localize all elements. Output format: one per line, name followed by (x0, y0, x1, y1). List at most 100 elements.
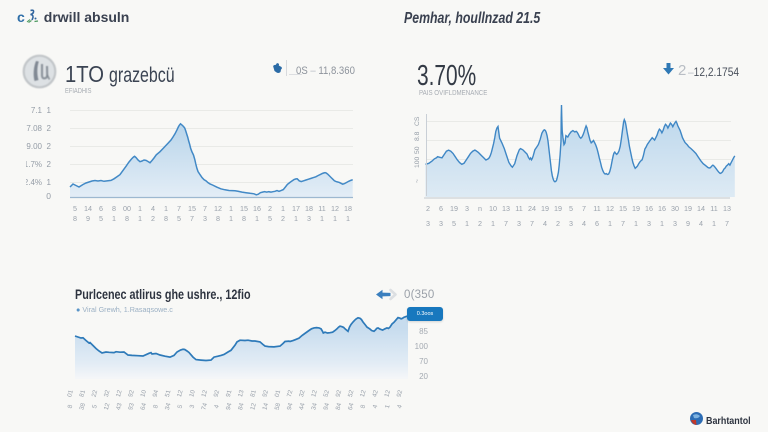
svg-text:24: 24 (528, 204, 536, 213)
svg-text:7: 7 (725, 219, 729, 228)
svg-text:100: 100 (414, 156, 421, 168)
svg-text:3: 3 (426, 219, 430, 228)
svg-text:7: 7 (203, 204, 207, 213)
svg-text:92: 92 (213, 389, 222, 398)
svg-text:6: 6 (99, 204, 103, 213)
svg-text:19: 19 (541, 204, 549, 213)
svg-text:22: 22 (91, 389, 100, 398)
svg-text:2: 2 (47, 142, 52, 151)
svg-text:18: 18 (305, 204, 313, 213)
svg-text:84: 84 (335, 402, 344, 411)
svg-text:3: 3 (647, 219, 651, 228)
svg-text:7: 7 (177, 204, 181, 213)
svg-text:10: 10 (489, 204, 497, 213)
svg-text:16: 16 (645, 204, 653, 213)
svg-text:16: 16 (253, 204, 261, 213)
svg-text:12: 12 (331, 204, 339, 213)
svg-text:8: 8 (67, 404, 75, 410)
svg-text:1: 1 (47, 178, 52, 187)
svg-text:74: 74 (200, 402, 209, 411)
svg-text:11: 11 (710, 204, 717, 213)
svg-text:00: 00 (123, 204, 131, 213)
svg-text:93: 93 (127, 402, 136, 411)
svg-text:CS: CS (414, 116, 421, 126)
svg-text:4: 4 (213, 404, 221, 410)
svg-text:12: 12 (383, 389, 392, 398)
svg-text:11: 11 (515, 204, 522, 213)
svg-text:7: 7 (504, 219, 508, 228)
svg-text:15: 15 (240, 204, 248, 213)
svg-text:1: 1 (634, 219, 638, 228)
svg-text:1.7%: 1.7% (26, 160, 42, 169)
svg-text:15: 15 (188, 204, 196, 213)
svg-text:2: 2 (478, 219, 482, 228)
svg-text:6: 6 (595, 219, 599, 228)
svg-text:1: 1 (346, 214, 350, 223)
svg-text:12: 12 (310, 389, 319, 398)
svg-text:1: 1 (333, 214, 337, 223)
svg-text:32: 32 (103, 389, 112, 398)
svg-text:1: 1 (491, 219, 495, 228)
svg-text:6: 6 (439, 204, 443, 213)
svg-text:12: 12 (103, 402, 112, 411)
svg-text:58: 58 (274, 402, 283, 411)
svg-text:5: 5 (569, 204, 573, 213)
svg-text:8: 8 (216, 214, 220, 223)
svg-text:19: 19 (450, 204, 458, 213)
svg-text:30: 30 (671, 204, 679, 213)
svg-text:n: n (478, 204, 482, 213)
svg-text:1: 1 (608, 219, 612, 228)
svg-text:5: 5 (177, 214, 181, 223)
svg-text:15: 15 (619, 204, 627, 213)
svg-text:14: 14 (84, 204, 92, 213)
svg-text:12: 12 (200, 389, 209, 398)
svg-text:51: 51 (164, 389, 173, 398)
svg-text:92: 92 (261, 389, 270, 398)
svg-text:44: 44 (298, 402, 307, 411)
svg-text:14: 14 (697, 204, 705, 213)
svg-text:01: 01 (274, 389, 283, 398)
svg-text:81: 81 (249, 389, 258, 398)
svg-text:1: 1 (47, 106, 52, 115)
svg-text:1: 1 (138, 204, 142, 213)
svg-text:34: 34 (164, 402, 173, 411)
svg-text:64: 64 (347, 402, 356, 411)
svg-text:16: 16 (658, 204, 666, 213)
svg-text:92: 92 (335, 389, 344, 398)
svg-text:84: 84 (237, 402, 246, 411)
svg-text:5: 5 (268, 214, 272, 223)
svg-text:3: 3 (439, 219, 443, 228)
svg-text:91: 91 (225, 389, 234, 398)
svg-text:1: 1 (320, 214, 324, 223)
svg-text:12: 12 (176, 389, 185, 398)
svg-text:52: 52 (347, 389, 356, 398)
svg-text:2: 2 (47, 124, 52, 133)
svg-text:5: 5 (99, 214, 103, 223)
svg-text:1: 1 (281, 204, 285, 213)
svg-text:43: 43 (115, 402, 124, 411)
svg-text:12: 12 (214, 204, 222, 213)
svg-text:9.00: 9.00 (26, 142, 42, 151)
svg-text:3: 3 (203, 214, 207, 223)
svg-text:1: 1 (164, 204, 168, 213)
svg-text:19: 19 (684, 204, 692, 213)
svg-text:9: 9 (686, 219, 690, 228)
svg-text:1: 1 (138, 214, 142, 223)
svg-text:7: 7 (190, 214, 194, 223)
svg-text:13: 13 (502, 204, 510, 213)
svg-text:94: 94 (322, 402, 331, 411)
svg-text:17: 17 (292, 204, 300, 213)
svg-text:92: 92 (127, 389, 136, 398)
svg-text:9: 9 (86, 214, 90, 223)
svg-text:32: 32 (298, 389, 307, 398)
svg-text:~: ~ (414, 179, 421, 183)
svg-text:1: 1 (255, 214, 259, 223)
svg-text:19: 19 (632, 204, 640, 213)
svg-text:92: 92 (396, 389, 405, 398)
svg-text:7: 7 (621, 219, 625, 228)
svg-text:4: 4 (396, 404, 404, 410)
svg-text:1: 1 (294, 214, 298, 223)
svg-text:14: 14 (261, 402, 270, 411)
svg-text:12: 12 (606, 204, 614, 213)
svg-text:1: 1 (384, 404, 392, 410)
